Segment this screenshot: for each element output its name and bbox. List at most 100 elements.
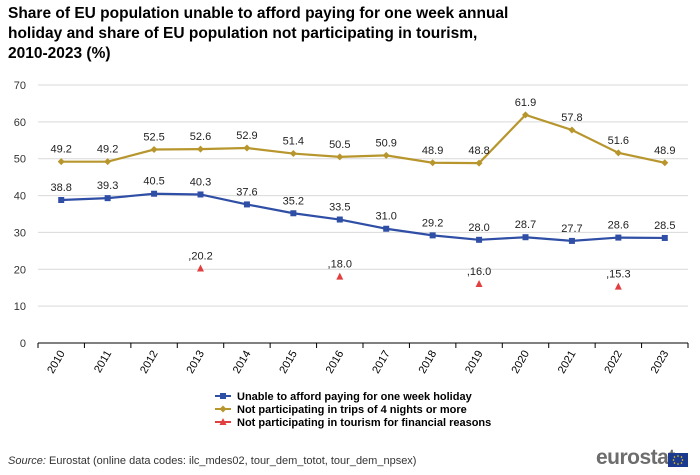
data-label: 51.4: [283, 136, 304, 148]
data-label: 52.9: [236, 130, 257, 142]
data-point: [243, 201, 250, 208]
y-tick-label: 40: [14, 191, 26, 203]
data-label: 38.8: [51, 182, 72, 194]
data-label: 61.9: [515, 97, 536, 109]
legend-marker: [219, 405, 227, 413]
data-label: 52.6: [190, 131, 211, 143]
source-note: Source: Eurostat (online data codes: ilc…: [8, 455, 416, 467]
data-point: [429, 159, 437, 167]
chart-title-line-2: holiday and share of EU population not p…: [8, 25, 478, 42]
y-tick-label: 50: [14, 154, 26, 166]
x-tick-label: 2019: [463, 349, 486, 376]
y-tick-label: 10: [14, 301, 26, 313]
data-label: 28.5: [654, 220, 675, 232]
data-point: [661, 234, 668, 241]
data-point: [382, 151, 390, 159]
x-tick-label: 2021: [556, 349, 579, 376]
data-point: [197, 264, 204, 272]
series-line: [61, 192, 665, 243]
line-chart: 0 10 20 30 40 50 60 70 2010 2011 2012 2013 2014 2015 2…: [14, 80, 689, 429]
data-label: 28.7: [515, 219, 536, 231]
data-label: 31.0: [376, 211, 397, 223]
data-point: [522, 234, 529, 241]
data-point: [614, 149, 622, 157]
data-point: [104, 158, 112, 166]
legend-label: Not participating in trips of 4 nights o…: [237, 404, 467, 416]
data-label: ,16.0: [467, 266, 491, 278]
x-tick-label: 2020: [509, 349, 532, 376]
legend-label: Not participating in tourism for financi…: [237, 417, 491, 429]
data-label: 29.2: [422, 217, 443, 229]
x-tick-label: 2012: [138, 349, 161, 376]
data-label: 39.3: [97, 180, 118, 192]
data-point: [475, 280, 483, 288]
data-label: 57.8: [561, 112, 582, 124]
x-tick-label: 2015: [277, 349, 300, 376]
y-tick-label: 20: [14, 264, 26, 276]
data-point: [614, 282, 622, 290]
data-point: [475, 159, 483, 167]
x-tick-label: 2016: [324, 349, 347, 376]
chart-title-line-3: 2010-2023 (%): [8, 45, 111, 62]
y-tick-label: 30: [14, 227, 26, 239]
data-label: ,18.0: [328, 259, 352, 271]
series-line: [61, 113, 666, 165]
data-label: ,20.2: [188, 251, 212, 263]
data-point: [197, 145, 204, 153]
data-label: 50.5: [329, 139, 350, 151]
chart-title-line-1: Share of EU population unable to afford …: [8, 5, 509, 22]
data-point: [429, 232, 436, 239]
x-tick-label: 2014: [231, 349, 254, 376]
data-label: 49.2: [51, 144, 72, 156]
data-point: [336, 272, 344, 280]
data-label: 33.5: [329, 202, 350, 214]
eu-flag-icon: [668, 453, 688, 467]
data-label: 40.3: [190, 176, 211, 188]
y-tick-label: 70: [14, 80, 26, 92]
data-label: 40.5: [143, 176, 164, 188]
data-point: [290, 210, 297, 217]
data-point: [58, 196, 65, 203]
data-point: [568, 237, 575, 244]
data-point: [383, 225, 390, 232]
data-point: [661, 159, 669, 167]
x-tick-label: 2018: [417, 349, 440, 376]
data-point: [57, 158, 65, 166]
data-point: [243, 144, 251, 152]
data-point: [104, 195, 111, 202]
data-point: [522, 111, 529, 119]
data-label: 48.9: [422, 145, 443, 157]
x-tick-label: 2011: [92, 349, 114, 375]
data-point: [568, 126, 576, 134]
x-tick-label: 2022: [602, 349, 625, 376]
x-tick-label: 2010: [45, 349, 68, 376]
legend-marker: [219, 418, 227, 425]
data-point: [151, 190, 158, 197]
data-label: 27.7: [561, 223, 582, 235]
source-label: Source:: [8, 455, 46, 467]
legend-label: Unable to afford paying for one week hol…: [237, 391, 473, 403]
x-tick-label: 2013: [184, 349, 207, 376]
data-point: [336, 216, 343, 223]
data-label: ,15.3: [606, 269, 630, 281]
eurostat-logo: eurostat: [596, 446, 675, 469]
y-tick-label: 60: [14, 117, 26, 129]
data-label: 28.0: [468, 222, 489, 234]
y-tick-label: 0: [20, 338, 26, 350]
data-label: 37.6: [236, 186, 257, 198]
chart-title: Share of EU population unable to afford …: [8, 4, 568, 64]
source-text: Eurostat (online data codes: ilc_mdes02,…: [48, 455, 417, 467]
data-point: [336, 153, 344, 161]
data-label: 51.6: [608, 135, 629, 147]
legend-marker: [220, 393, 226, 399]
data-label: 48.9: [654, 145, 675, 157]
data-label: 52.5: [143, 132, 164, 144]
data-point: [615, 234, 622, 241]
data-label: 48.8: [468, 145, 489, 157]
data-label: 50.9: [376, 137, 397, 149]
data-point: [197, 191, 204, 198]
data-label: 28.6: [608, 220, 629, 232]
data-label: 49.2: [97, 144, 118, 156]
x-tick-label: 2023: [649, 349, 672, 376]
data-point: [476, 236, 483, 243]
